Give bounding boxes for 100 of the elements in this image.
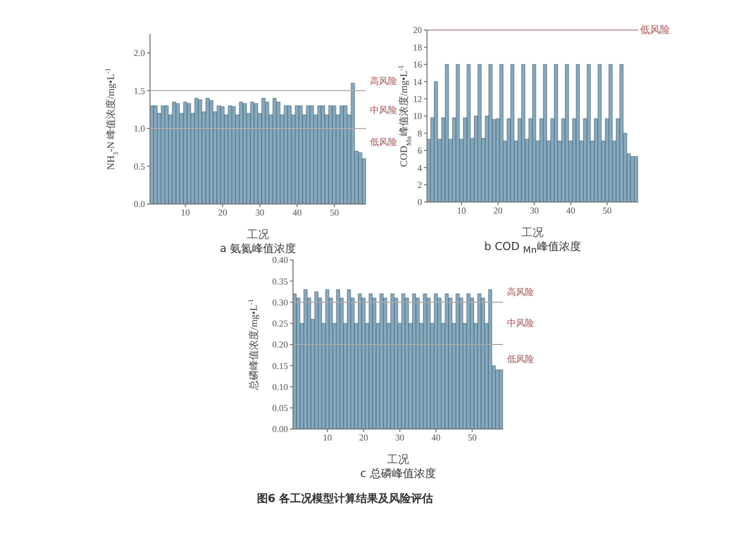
y-tick-label: 4 xyxy=(418,162,422,173)
bar xyxy=(325,289,330,429)
bar xyxy=(496,370,500,429)
y-tick-label: 0.0 xyxy=(134,199,146,210)
x-axis-title: 工况 xyxy=(387,454,409,466)
y-tick-label: 2 xyxy=(418,180,422,190)
bar xyxy=(499,370,503,429)
bar xyxy=(459,298,464,429)
y-tick-label: 0 xyxy=(418,197,422,208)
bar xyxy=(576,64,580,202)
bar xyxy=(164,106,169,204)
bar xyxy=(466,294,470,429)
bar xyxy=(401,294,406,429)
bar xyxy=(209,100,214,204)
bar xyxy=(423,294,427,429)
y-tick-label: 0.20 xyxy=(272,340,288,350)
bar xyxy=(362,298,366,429)
y-tick-label: 0.5 xyxy=(134,161,146,172)
text: a 氨氮峰值浓度 xyxy=(218,241,298,256)
x-tick-label: 20 xyxy=(359,432,369,442)
text: 高风险 xyxy=(507,286,534,300)
bar xyxy=(276,102,280,204)
bar xyxy=(564,64,569,202)
bar xyxy=(434,294,438,429)
y-tick-label: 10 xyxy=(413,111,422,122)
text: 低风险 xyxy=(370,136,397,150)
bar xyxy=(456,64,460,202)
y-tick-label: 0.25 xyxy=(272,318,288,329)
bar xyxy=(404,298,409,429)
bar xyxy=(481,298,485,429)
bar xyxy=(444,64,449,202)
y-tick-label: 6 xyxy=(418,146,422,156)
x-tick-label: 10 xyxy=(457,205,467,216)
bar xyxy=(438,298,442,429)
x-tick-label: 10 xyxy=(322,432,332,442)
text: 低风险 xyxy=(507,352,534,366)
y-tick-label: 0.30 xyxy=(272,297,288,308)
bar xyxy=(448,298,452,429)
y-tick-label: 0.00 xyxy=(272,424,288,434)
bar xyxy=(284,106,288,204)
bar xyxy=(368,294,373,429)
bar xyxy=(543,64,547,202)
bar xyxy=(620,64,624,202)
bar xyxy=(176,103,180,204)
x-tick-label: 50 xyxy=(468,432,478,442)
bar xyxy=(444,294,449,429)
bar xyxy=(488,64,492,202)
bar xyxy=(434,81,438,202)
bar xyxy=(239,102,244,204)
x-axis-title: 工况 xyxy=(247,229,269,241)
bar xyxy=(350,82,355,204)
x-tick-label: 30 xyxy=(530,205,540,216)
y-tick-label: 1.5 xyxy=(134,86,146,96)
y-tick-label: 2.0 xyxy=(134,48,146,58)
bar xyxy=(630,156,634,202)
bar xyxy=(466,64,471,202)
x-tick-label: 20 xyxy=(218,207,228,218)
bar xyxy=(358,152,362,204)
bar xyxy=(426,298,431,429)
bar xyxy=(598,64,602,202)
bar xyxy=(608,64,612,202)
x-tick-label: 10 xyxy=(180,207,190,218)
bar xyxy=(183,102,188,204)
y-tick-label: 12 xyxy=(413,94,422,104)
x-tick-label: 50 xyxy=(602,205,612,216)
bar xyxy=(306,106,310,204)
y-tick-label: 18 xyxy=(413,42,422,52)
bar xyxy=(358,294,362,429)
x-axis-title: 工况 xyxy=(522,227,544,239)
x-tick-label: 30 xyxy=(395,432,405,442)
bar xyxy=(332,106,336,204)
bar xyxy=(347,289,351,429)
y-tick-label: 0.05 xyxy=(272,403,288,414)
caption: 图6 各工况模型计算结果及风险评估 xyxy=(256,491,434,506)
bar xyxy=(372,298,376,429)
bar xyxy=(265,102,270,204)
bar xyxy=(554,64,558,202)
bar xyxy=(394,298,398,429)
x-tick-label: 40 xyxy=(292,207,302,218)
y-tick-label: 0.10 xyxy=(272,382,288,392)
bar xyxy=(500,64,504,202)
y-tick-label: 1.0 xyxy=(134,124,146,134)
bar xyxy=(250,102,254,204)
bar xyxy=(216,106,221,204)
bar xyxy=(380,294,384,429)
bar xyxy=(586,64,591,202)
y-tick-label: 0.15 xyxy=(272,360,288,371)
x-tick-label: 20 xyxy=(493,205,503,216)
bar xyxy=(340,106,344,204)
bar xyxy=(412,294,416,429)
text: 中风险 xyxy=(370,104,397,117)
bar xyxy=(456,294,460,429)
x-tick-label: 40 xyxy=(566,205,576,216)
x-tick-label: 50 xyxy=(330,207,340,218)
text: c 总磷峰值浓度 xyxy=(359,466,437,481)
text: 高风险 xyxy=(370,74,397,88)
bar xyxy=(488,289,492,429)
text: 中风险 xyxy=(507,317,534,330)
y-tick-label: 0.35 xyxy=(272,276,288,286)
y-tick-label: 20 xyxy=(413,25,422,36)
